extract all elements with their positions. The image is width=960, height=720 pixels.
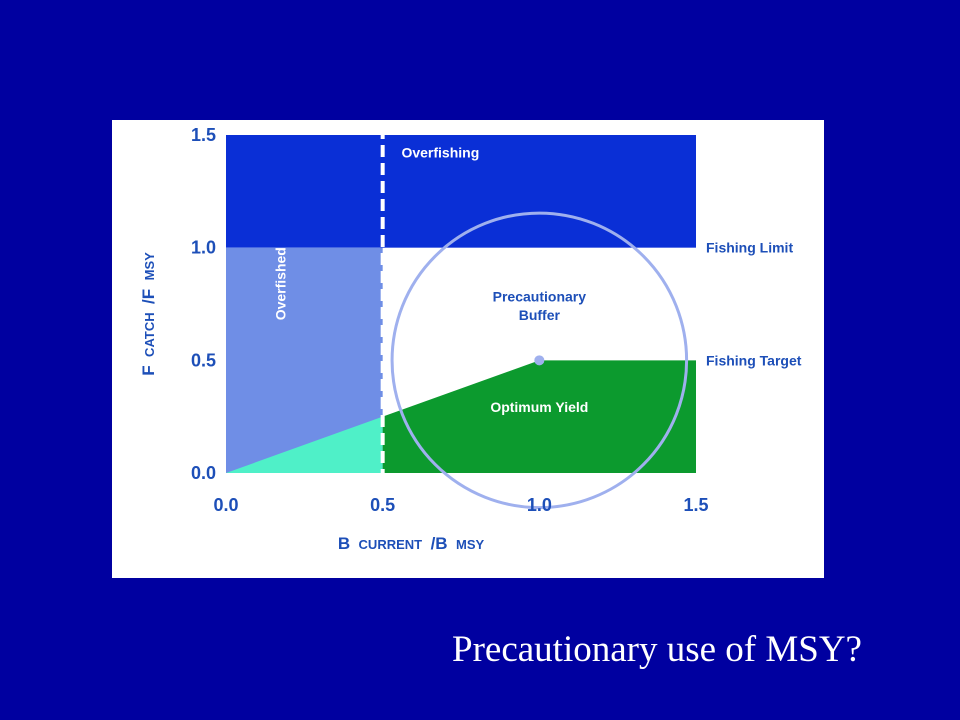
optimum-yield-region [382, 360, 696, 473]
fishing-limit-label: Fishing Limit [706, 240, 793, 256]
x-tick-label: 1.0 [527, 495, 552, 515]
overfished-label: Overfished [273, 247, 289, 320]
slide-caption: Precautionary use of MSY? [452, 629, 862, 670]
x-axis-label-sub2: MSY [456, 537, 485, 552]
target-reference-point [534, 355, 545, 366]
y-axis-label: F CATCH /F MSY [139, 252, 158, 376]
precautionary-msy-diagram: Overfishing Overfished Precautionary Buf… [139, 125, 802, 553]
x-tick-label: 1.5 [683, 495, 708, 515]
precautionary-buffer-circle [390, 211, 689, 510]
y-axis-label-sub: CATCH [142, 312, 157, 357]
y-tick-label: 1.0 [191, 238, 216, 258]
rebuild-region [226, 416, 383, 473]
y-axis-label-sub2: MSY [142, 252, 157, 281]
x-tick-label: 0.5 [370, 495, 395, 515]
x-axis-label: B CURRENT /B MSY [338, 534, 485, 553]
overfishing-region [226, 135, 696, 248]
x-axis-label-sub: CURRENT [359, 537, 423, 552]
y-axis-label-sep: /F [139, 289, 158, 304]
overfishing-label: Overfishing [401, 145, 479, 161]
x-tick-label: 0.0 [213, 495, 238, 515]
precautionary-buffer-label-line2: Buffer [519, 307, 561, 323]
y-tick-label: 0.5 [191, 350, 216, 370]
x-axis-label-main: B [338, 534, 350, 553]
y-tick-label: 1.5 [191, 125, 216, 145]
optimum-yield-label: Optimum Yield [490, 399, 588, 415]
y-axis-label-main: F [139, 365, 158, 375]
precautionary-buffer-label-line1: Precautionary [493, 289, 587, 305]
y-axis-ticks: 0.0 0.5 1.0 1.5 [191, 125, 216, 483]
x-axis-label-sep: /B [431, 534, 448, 553]
figure-panel: Overfishing Overfished Precautionary Buf… [112, 120, 824, 578]
fishing-target-label: Fishing Target [706, 352, 802, 368]
y-tick-label: 0.0 [191, 463, 216, 483]
x-axis-ticks: 0.0 0.5 1.0 1.5 [213, 495, 708, 515]
